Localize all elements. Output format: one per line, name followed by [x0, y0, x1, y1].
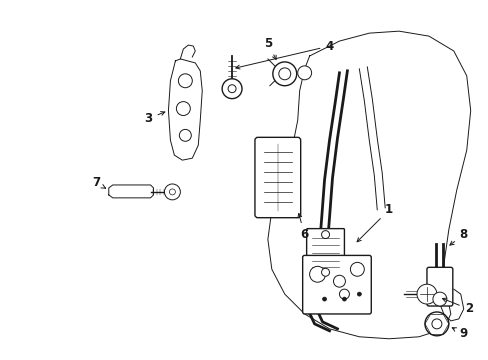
Circle shape: [321, 231, 329, 239]
Circle shape: [333, 275, 345, 287]
Circle shape: [424, 312, 448, 336]
Circle shape: [350, 262, 364, 276]
Text: 1: 1: [356, 203, 392, 242]
Circle shape: [309, 266, 325, 282]
Circle shape: [342, 297, 346, 301]
Circle shape: [169, 189, 175, 195]
Text: 5: 5: [263, 37, 276, 59]
Circle shape: [222, 79, 242, 99]
Circle shape: [176, 102, 190, 116]
Text: 7: 7: [92, 176, 105, 189]
Circle shape: [339, 289, 349, 299]
Text: 3: 3: [144, 112, 164, 125]
Circle shape: [321, 268, 329, 276]
Circle shape: [297, 66, 311, 80]
Circle shape: [416, 284, 436, 304]
Circle shape: [322, 297, 326, 301]
FancyBboxPatch shape: [302, 255, 370, 314]
Text: 2: 2: [442, 298, 472, 315]
Text: 6: 6: [297, 213, 308, 241]
Circle shape: [357, 292, 361, 296]
Circle shape: [431, 319, 441, 329]
Text: 8: 8: [449, 228, 467, 245]
Circle shape: [278, 68, 290, 80]
Circle shape: [272, 62, 296, 86]
Circle shape: [164, 184, 180, 200]
Text: 4: 4: [235, 40, 333, 69]
Circle shape: [179, 129, 191, 141]
Text: 9: 9: [451, 327, 467, 340]
Circle shape: [178, 74, 192, 88]
Circle shape: [227, 85, 236, 93]
Circle shape: [432, 292, 446, 306]
FancyBboxPatch shape: [426, 267, 452, 306]
FancyBboxPatch shape: [254, 137, 300, 218]
FancyBboxPatch shape: [306, 229, 344, 278]
